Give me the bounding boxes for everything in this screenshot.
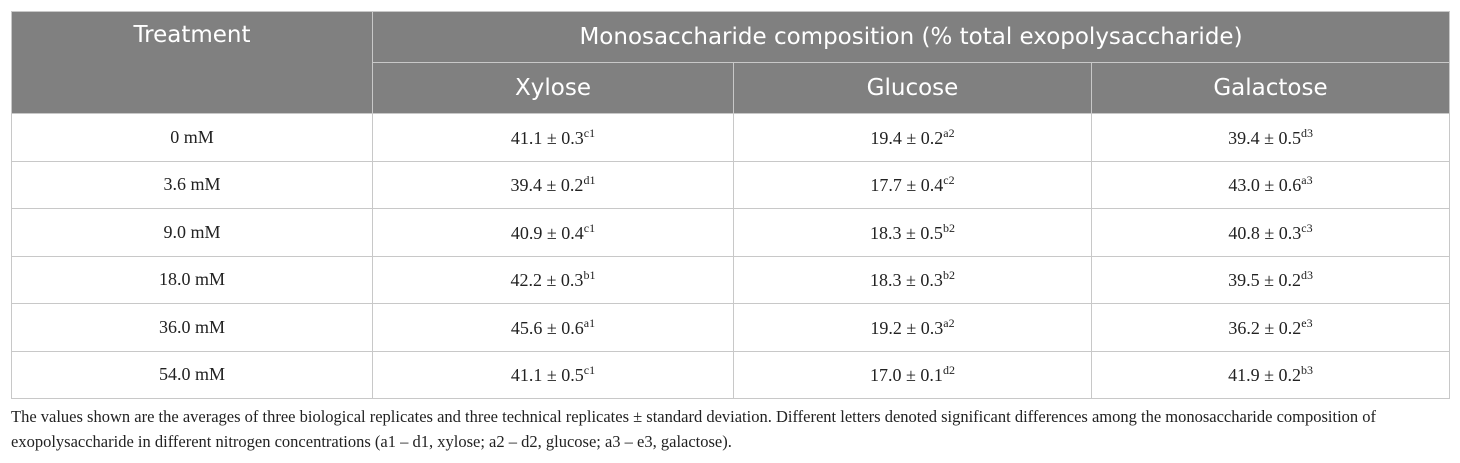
value-text: 39.4 ± 0.5 [1228, 127, 1301, 148]
significance-letter: c3 [1301, 220, 1313, 235]
value-text: 19.4 ± 0.2 [870, 127, 944, 148]
value-cell: 45.6 ± 0.6a1 [372, 303, 734, 352]
value-text: 41.1 ± 0.5 [510, 365, 584, 386]
value-text: 42.2 ± 0.3 [510, 270, 584, 291]
table-row: 0 mM 41.1 ± 0.3c1 19.4 ± 0.2a2 39.4 ± 0.5d3 [11, 113, 1451, 162]
table-body: 0 mM 41.1 ± 0.3c1 19.4 ± 0.2a2 39.4 ± 0.5d3… [11, 113, 1451, 399]
value-cell: 17.7 ± 0.4c2 [733, 160, 1092, 209]
value-cell: 19.2 ± 0.3a2 [733, 303, 1092, 352]
table-row: 9.0 mM 40.9 ± 0.4c1 18.3 ± 0.5b2 40.8 ± 0.3… [11, 208, 1451, 257]
value-text: 43.0 ± 0.6 [1228, 175, 1302, 196]
header-cell: Galactose [1090, 62, 1451, 114]
header-row: Treatment Monosaccharide composition (% … [11, 11, 1451, 114]
significance-letter: c1 [583, 363, 596, 378]
value-text: 17.0 ± 0.1 [870, 365, 943, 386]
significance-letter: d3 [1300, 268, 1313, 283]
significance-letter: e3 [1301, 315, 1313, 330]
value-cell: 19.4 ± 0.2a2 [733, 113, 1092, 162]
significance-letter: d2 [942, 363, 955, 378]
value-text: 18.3 ± 0.5 [870, 222, 943, 243]
treatment-cell: 3.6 mM [11, 160, 373, 209]
value-text: 45.6 ± 0.6 [510, 317, 584, 338]
value-text: 41.9 ± 0.2 [1228, 365, 1301, 386]
header-row: Xylose Glucose Galactose [12, 62, 1451, 114]
header-cell: Monosaccharide composition (% total exop… [371, 11, 1451, 63]
value-cell: 18.3 ± 0.3b2 [733, 255, 1092, 304]
significance-letter: d3 [1300, 125, 1313, 140]
table-row: 54.0 mM 41.1 ± 0.5c1 17.0 ± 0.1d2 41.9 ± 0.… [11, 350, 1451, 399]
value-cell: 39.4 ± 0.5d3 [1090, 113, 1451, 162]
header-cell: Glucose [733, 62, 1092, 114]
value-cell: 41.9 ± 0.2b3 [1090, 350, 1451, 399]
value-cell: 39.4 ± 0.2d1 [372, 160, 734, 209]
significance-letter: c1 [583, 220, 596, 235]
significance-letter: b1 [583, 268, 596, 283]
value-text: 41.1 ± 0.3 [510, 127, 584, 148]
value-text: 39.5 ± 0.2 [1228, 270, 1301, 291]
treatment-cell: 18.0 mM [11, 255, 373, 304]
significance-letter: a2 [943, 315, 955, 330]
treatment-cell: 9.0 mM [11, 208, 373, 257]
table-row: 3.6 mM 39.4 ± 0.2d1 17.7 ± 0.4c2 43.0 ± 0.6… [11, 160, 1451, 209]
value-cell: 42.2 ± 0.3b1 [372, 255, 734, 304]
value-cell: 36.2 ± 0.2e3 [1090, 303, 1451, 352]
footnote: The values shown are the averages of thr… [11, 407, 1377, 451]
value-text: 17.7 ± 0.4 [870, 175, 944, 196]
treatment-cell: 36.0 mM [11, 303, 373, 352]
table-row: 36.0 mM 45.6 ± 0.6a1 19.2 ± 0.3a2 36.2 ± 0.… [11, 303, 1451, 352]
header-cell: Xylose [372, 62, 734, 114]
significance-letter: b3 [1300, 363, 1313, 378]
value-text: 40.9 ± 0.4 [510, 222, 584, 243]
value-text: 18.3 ± 0.3 [870, 270, 943, 291]
value-text: 36.2 ± 0.2 [1228, 317, 1302, 338]
value-cell: 41.1 ± 0.3c1 [372, 113, 734, 162]
value-cell: 17.0 ± 0.1d2 [733, 350, 1092, 399]
significance-letter: c1 [583, 125, 596, 140]
significance-letter: c2 [943, 173, 955, 188]
value-cell: 40.9 ± 0.4c1 [372, 208, 734, 257]
treatment-cell: 54.0 mM [11, 350, 373, 399]
value-cell: 43.0 ± 0.6a3 [1090, 160, 1451, 209]
significance-letter: b2 [942, 268, 955, 283]
value-cell: 18.3 ± 0.5b2 [733, 208, 1092, 257]
table-row: 18.0 mM 42.2 ± 0.3b1 18.3 ± 0.3b2 39.5 ± 0.… [11, 255, 1451, 304]
significance-letter: a3 [1301, 173, 1313, 188]
significance-letter: a2 [943, 125, 955, 140]
significance-letter: a1 [583, 315, 596, 330]
value-text: 19.2 ± 0.3 [870, 317, 944, 338]
value-text: 40.8 ± 0.3 [1228, 222, 1302, 243]
treatment-cell: 0 mM [11, 113, 373, 162]
header-cell: Treatment [11, 11, 373, 114]
value-cell: 41.1 ± 0.5c1 [372, 350, 734, 399]
significance-letter: b2 [942, 220, 955, 235]
value-cell: 40.8 ± 0.3c3 [1090, 208, 1451, 257]
data-table: Treatment Monosaccharide composition (% … [11, 11, 1451, 399]
value-cell: 39.5 ± 0.2d3 [1090, 255, 1451, 304]
significance-letter: d1 [583, 173, 596, 188]
value-text: 39.4 ± 0.2 [510, 175, 584, 196]
